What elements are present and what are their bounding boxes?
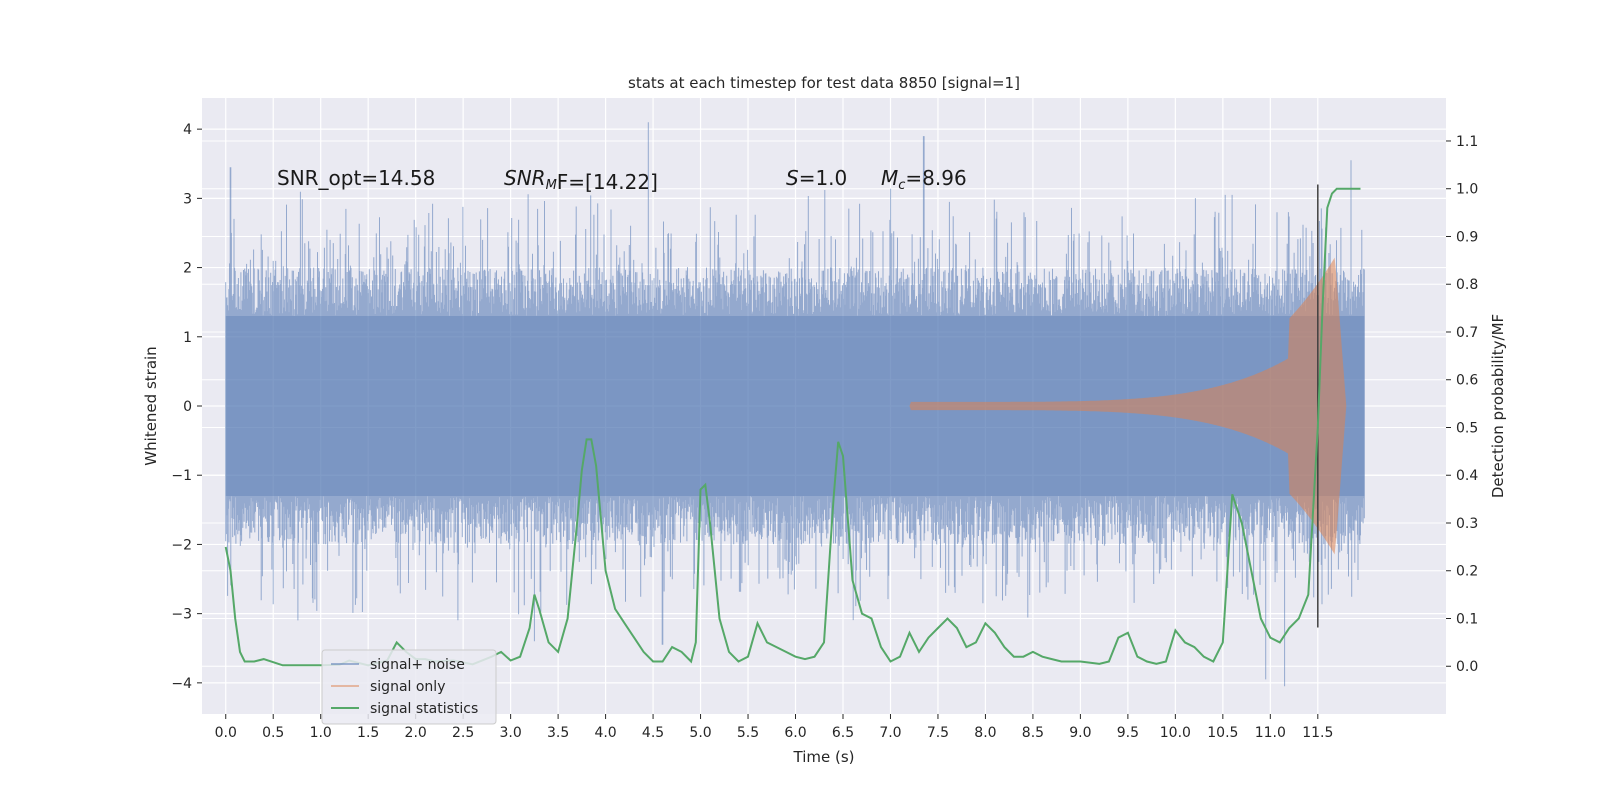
x-tick-label: 3.0 [499, 725, 521, 741]
x-tick-label: 8.5 [1022, 725, 1044, 741]
x-tick-label: 5.0 [689, 725, 711, 741]
y-tick-label: 3 [183, 191, 192, 207]
x-tick-label: 9.0 [1069, 725, 1091, 741]
annotation-snr-mf: SNRMF=[14.22] [504, 166, 658, 194]
s-prefix: S [786, 166, 799, 190]
x-tick-label: 0.5 [262, 725, 284, 741]
x-tick-label: 10.5 [1207, 725, 1238, 741]
snr-mf-sub: M [546, 178, 557, 193]
x-tick-label: 6.5 [832, 725, 854, 741]
x-tick-label: 8.0 [974, 725, 996, 741]
y2-tick-label: 0.1 [1456, 611, 1478, 627]
y-tick-label: 1 [183, 330, 192, 346]
mc-sub: c [898, 178, 905, 193]
y2-tick-label: 0.6 [1456, 373, 1478, 389]
x-tick-label: 7.5 [927, 725, 949, 741]
x-tick-label: 9.5 [1117, 725, 1139, 741]
y2-tick-label: 0.8 [1456, 277, 1478, 293]
legend-box [321, 649, 497, 725]
x-tick-label: 4.0 [594, 725, 616, 741]
x-tick-label: 3.5 [547, 725, 569, 741]
annotation-s: S=1.0 [786, 166, 847, 190]
y2-tick-label: 0.4 [1456, 468, 1478, 484]
y-tick-label: −2 [171, 537, 192, 553]
y-tick-label: 0 [183, 399, 192, 415]
y-axis-label: Whitened strain [142, 346, 160, 465]
x-tick-label: 11.0 [1255, 725, 1286, 741]
x-tick-label: 1.5 [357, 725, 379, 741]
y2-tick-label: 0.3 [1456, 516, 1478, 532]
legend-label-signal-noise: signal+ noise [370, 657, 465, 673]
x-tick-label: 7.0 [879, 725, 901, 741]
signal-only-trace [909, 257, 1347, 555]
legend: signal+ noise signal only signal statist… [321, 649, 497, 725]
y-tick-label: −4 [171, 676, 192, 692]
x-tick-label: 6.0 [784, 725, 806, 741]
s-value: =1.0 [799, 166, 848, 190]
y2-tick-label: 0.0 [1456, 659, 1478, 675]
x-tick-label: 2.5 [452, 725, 474, 741]
series-signal-only [909, 257, 1347, 555]
x-tick-label: 2.0 [405, 725, 427, 741]
x-tick-label: 10.0 [1160, 725, 1191, 741]
mc-value: =8.96 [905, 166, 966, 190]
axis-ticks: 0.0 0.5 1.0 1.5 2.0 2.5 3.0 3.5 4.0 4.5 5.0 5.5 6.0 6… [171, 122, 1478, 741]
y-tick-label: 2 [183, 261, 192, 277]
annotation-snr-opt: SNR_opt=14.58 [277, 166, 435, 190]
legend-label-signal-only: signal only [370, 679, 445, 695]
y2-tick-label: 0.2 [1456, 564, 1478, 580]
chart-title: stats at each timestep for test data 885… [628, 74, 1020, 92]
x-tick-label: 5.5 [737, 725, 759, 741]
legend-label-signal-statistics: signal statistics [370, 701, 478, 717]
annotation-mc: Mc=8.96 [881, 166, 967, 193]
x-tick-label: 4.5 [642, 725, 664, 741]
y2-tick-label: 0.7 [1456, 325, 1478, 341]
y2-axis-label: Detection probability/MF [1489, 314, 1507, 498]
y2-tick-label: 0.9 [1456, 229, 1478, 245]
mc-prefix: M [881, 166, 898, 190]
snr-mf-suffix: F=[14.22] [557, 170, 658, 194]
y-tick-label: 4 [183, 122, 192, 138]
y2-tick-label: 1.0 [1456, 182, 1478, 198]
x-axis-label: Time (s) [793, 748, 855, 766]
snr-mf-prefix: SNR [504, 166, 546, 190]
x-tick-label: 11.5 [1302, 725, 1333, 741]
y2-tick-label: 1.1 [1456, 134, 1478, 150]
y-tick-label: −3 [171, 607, 192, 623]
y2-tick-label: 0.5 [1456, 420, 1478, 436]
y-tick-label: −1 [171, 468, 192, 484]
x-tick-label: 1.0 [310, 725, 332, 741]
x-tick-label: 0.0 [215, 725, 237, 741]
